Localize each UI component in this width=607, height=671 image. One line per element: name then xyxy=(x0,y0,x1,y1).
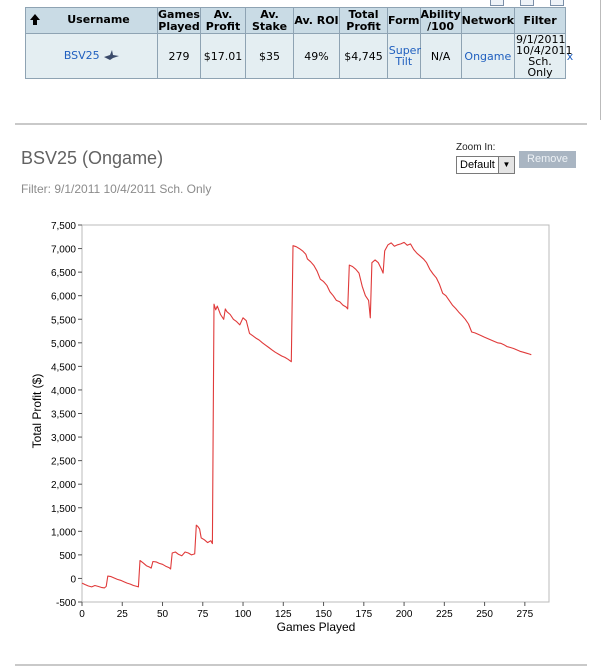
col-av-profit[interactable]: Av. Profit xyxy=(200,7,246,34)
y-tick-label: 7,500 xyxy=(51,221,76,232)
y-tick-label: 6,000 xyxy=(51,292,76,303)
col-network[interactable]: Network xyxy=(460,7,516,34)
zoom-select[interactable]: Default ▼ xyxy=(456,156,515,174)
chart-ticks: -50005001,0001,5002,0002,5003,0003,5004,… xyxy=(51,221,534,620)
username-link[interactable]: BSV25 xyxy=(63,49,100,62)
plot-area xyxy=(81,224,550,603)
y-tick-label: 5,500 xyxy=(51,315,76,326)
y-tick-label: 5,000 xyxy=(51,339,76,350)
x-tick-label: 150 xyxy=(315,609,332,620)
x-tick-label: 125 xyxy=(275,609,292,620)
x-tick-label: 50 xyxy=(157,609,169,620)
col-ability[interactable]: Ability /100 xyxy=(419,7,462,34)
y-tick-label: 500 xyxy=(59,551,76,562)
x-tick-label: 175 xyxy=(355,609,372,620)
y-tick-label: 2,500 xyxy=(51,457,76,468)
chart-series xyxy=(81,241,532,589)
section-divider xyxy=(15,664,587,666)
x-tick-label: 100 xyxy=(235,609,252,620)
x-tick-label: 0 xyxy=(79,609,85,620)
toolbar-icon[interactable] xyxy=(550,0,564,6)
y-tick-label: 2,000 xyxy=(51,480,76,491)
truncated-top-strip xyxy=(0,0,607,6)
y-tick-label: 0 xyxy=(70,574,76,585)
table-header-row: Username Games Played Av. Profit Av. Sta… xyxy=(25,7,575,34)
y-tick-label: 7,000 xyxy=(51,245,76,256)
col-form[interactable]: Form xyxy=(387,7,421,34)
divider xyxy=(600,0,601,120)
shark-icon xyxy=(104,50,120,62)
player-stats-table: Username Games Played Av. Profit Av. Sta… xyxy=(25,7,575,79)
x-tick-label: 200 xyxy=(396,609,413,620)
y-tick-label: 4,500 xyxy=(51,362,76,373)
cell-network: Ongame xyxy=(460,33,516,79)
x-tick-label: 275 xyxy=(517,609,534,620)
x-tick-label: 25 xyxy=(117,609,129,620)
total-profit-line xyxy=(81,241,532,589)
x-axis-label: Games Played xyxy=(277,620,356,634)
cell-form: Super Tilt xyxy=(387,33,421,79)
table-row: BSV25 279 $17.01 $35 49% $4,745 Super Ti… xyxy=(25,33,575,79)
sort-arrow-icon[interactable] xyxy=(30,13,40,28)
x-tick-label: 225 xyxy=(436,609,453,620)
toolbar-icon[interactable] xyxy=(490,0,504,6)
col-total-profit[interactable]: Total Profit xyxy=(339,7,388,34)
y-axis-label: Total Profit ($) xyxy=(30,374,44,449)
cell-remove-filter: x xyxy=(565,33,575,79)
y-tick-label: 3,000 xyxy=(51,433,76,444)
y-tick-label: -500 xyxy=(56,598,76,609)
cell-filter: 9/1/2011 10/4/2011 Sch. Only xyxy=(514,33,573,79)
y-tick-label: 6,500 xyxy=(51,268,76,279)
cell-total-profit: $4,745 xyxy=(339,33,388,79)
cell-username: BSV25 xyxy=(25,33,158,79)
form-link[interactable]: Super Tilt xyxy=(388,44,421,68)
cell-games-played: 279 xyxy=(157,33,201,79)
zoom-selected-value: Default xyxy=(460,159,495,171)
x-tick-label: 75 xyxy=(197,609,209,620)
y-tick-label: 1,500 xyxy=(51,504,76,515)
filter-text: 9/1/2011 10/4/2011 Sch. Only xyxy=(516,33,573,79)
section-divider xyxy=(15,123,587,125)
col-filter[interactable]: Filter xyxy=(514,7,567,34)
toolbar-icon[interactable] xyxy=(520,0,534,6)
page-title: BSV25 (Ongame) xyxy=(21,148,164,168)
y-tick-label: 3,500 xyxy=(51,410,76,421)
x-tick-label: 250 xyxy=(476,609,493,620)
y-tick-label: 4,000 xyxy=(51,386,76,397)
network-link[interactable]: Ongame xyxy=(464,49,512,63)
col-username[interactable]: Username xyxy=(25,7,158,34)
cell-av-stake: $35 xyxy=(245,33,294,79)
cell-ability: N/A xyxy=(419,33,462,79)
remove-button[interactable]: Remove xyxy=(519,151,576,168)
chart-axes xyxy=(81,224,550,603)
zoom-label: Zoom In: xyxy=(456,142,496,153)
remove-filter-link[interactable]: x xyxy=(566,49,574,63)
y-tick-label: 1,000 xyxy=(51,527,76,538)
filter-subtitle: Filter: 9/1/2011 10/4/2011 Sch. Only xyxy=(21,182,212,196)
chevron-down-icon[interactable]: ▼ xyxy=(498,157,514,173)
